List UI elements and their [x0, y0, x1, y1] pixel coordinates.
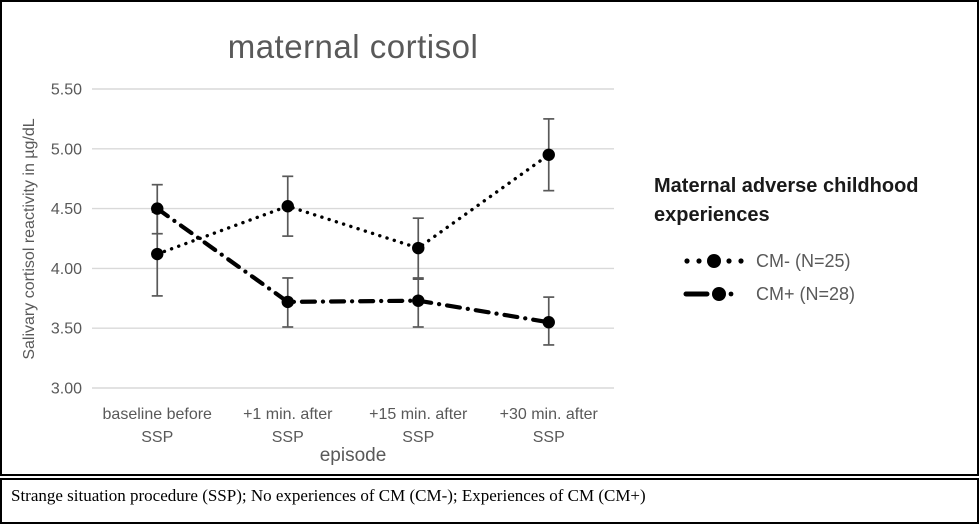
- legend: Maternal adverse childhood experiences C…: [654, 172, 964, 312]
- x-tick-label: baseline before: [103, 406, 213, 423]
- y-tick-label: 5.50: [51, 82, 82, 99]
- chart-plot: 5.50 5.00 4.50 4.00 3.50 3.00 baseline before S…: [51, 82, 614, 446]
- y-tick-label: 3.00: [51, 381, 82, 398]
- series-line-cm-minus: [155, 153, 551, 256]
- data-point-marker: [281, 295, 294, 309]
- chart-panel: maternal cortisol 5.50 5.00 4.50 4.00 3.50 3.…: [0, 0, 979, 476]
- y-tick-label: 5.00: [51, 141, 82, 158]
- data-point-marker: [542, 148, 555, 161]
- legend-items: CM- (N=25) CM+ (N=28): [654, 246, 964, 309]
- series-line-cm-plus: [155, 206, 551, 325]
- x-axis-title: episode: [319, 445, 387, 466]
- data-point-marker: [412, 294, 425, 307]
- x-tick-label: +1 min. after: [243, 406, 333, 423]
- x-tick-label: +15 min. after: [369, 406, 468, 423]
- legend-title: Maternal adverse childhood experiences: [654, 175, 919, 226]
- legend-item-label: CM- (N=25): [756, 250, 851, 271]
- caption-text: Strange situation procedure (SSP); No ex…: [11, 486, 646, 505]
- x-tick-label: SSP: [141, 429, 173, 446]
- y-tick-label: 4.50: [51, 201, 82, 218]
- x-tick-label: SSP: [272, 429, 304, 446]
- legend-item-cm-minus: CM- (N=25): [682, 246, 964, 276]
- x-tick-label: SSP: [533, 429, 565, 446]
- x-tick-label: SSP: [402, 429, 434, 446]
- data-point-marker: [542, 316, 555, 329]
- y-axis-title: Salivary cortisol reactivity in µg/dL: [21, 118, 38, 360]
- caption-box: Strange situation procedure (SSP); No ex…: [0, 478, 979, 524]
- data-point-marker: [281, 200, 294, 213]
- y-tick-label: 4.00: [51, 261, 82, 278]
- y-tick-label: 3.50: [51, 321, 82, 338]
- data-point-marker: [412, 241, 425, 255]
- legend-item-cm-plus: CM+ (N=28): [682, 279, 964, 309]
- data-point-marker: [151, 247, 164, 261]
- dash-dot-line-glyph: [683, 287, 734, 301]
- legend-item-label: CM+ (N=28): [756, 283, 856, 304]
- dotted-line-glyph: [684, 254, 744, 268]
- data-point-marker: [151, 202, 164, 215]
- x-tick-label: +30 min. after: [500, 406, 599, 423]
- chart-title: maternal cortisol: [227, 28, 479, 65]
